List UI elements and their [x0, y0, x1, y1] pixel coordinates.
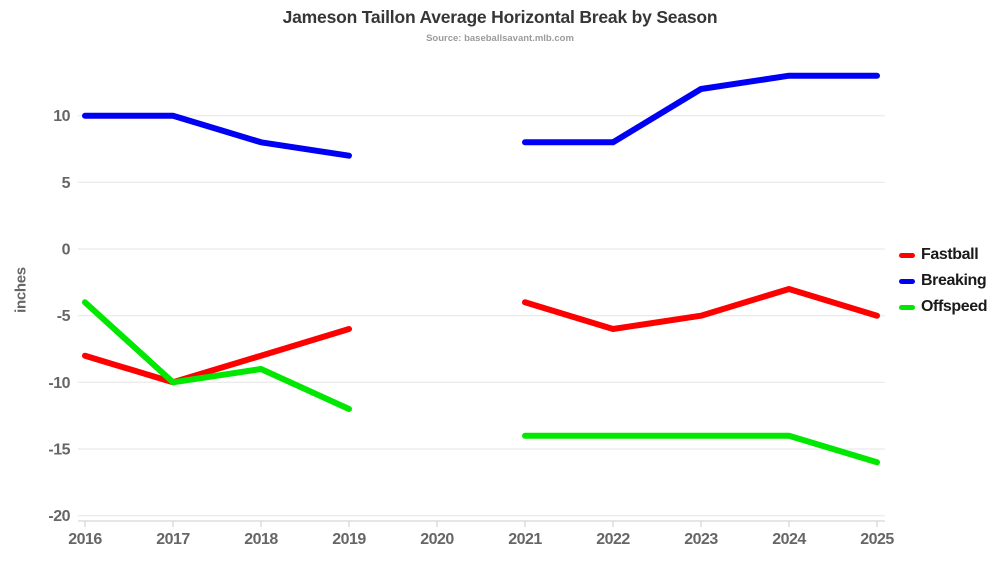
x-tick-label-2016: 2016	[68, 531, 102, 548]
series-line-offspeed-1	[82, 299, 352, 412]
y-tick-label--20: -20	[48, 508, 70, 525]
breaking-swatch-icon	[899, 278, 915, 284]
y-tick-label--5: -5	[57, 308, 71, 325]
y-tick-label--15: -15	[48, 442, 70, 459]
legend-label-breaking: Breaking	[921, 272, 987, 289]
x-tick-label-2017: 2017	[156, 531, 190, 548]
y-tick-label-10: 10	[53, 108, 70, 125]
legend-label-offspeed: Offspeed	[921, 298, 988, 315]
legend: Fastball Breaking Offspeed	[899, 242, 988, 320]
offspeed-swatch-icon	[899, 304, 915, 310]
legend-item-fastball: Fastball	[899, 242, 987, 268]
chart-title: Jameson Taillon Average Horizontal Break…	[282, 7, 718, 27]
x-tick-label-2019: 2019	[332, 531, 366, 548]
legend-item-breaking: Breaking	[899, 268, 987, 294]
series-line-fastball-1	[82, 326, 352, 386]
y-tick-label-5: 5	[62, 175, 71, 192]
x-tick-label-2020: 2020	[420, 531, 454, 548]
series-line-fastball-2	[522, 286, 880, 332]
x-tick-label-2018: 2018	[244, 531, 278, 548]
series-line-breaking-2	[522, 72, 880, 146]
x-tick-label-2023: 2023	[684, 531, 718, 548]
x-tick-label-2022: 2022	[596, 531, 630, 548]
x-tick-label-2021: 2021	[508, 531, 542, 548]
legend-label-fastball: Fastball	[921, 246, 979, 263]
series-line-breaking-1	[82, 112, 352, 159]
x-tick-label-2025: 2025	[860, 531, 894, 548]
legend-item-offspeed: Offspeed	[899, 294, 988, 320]
fastball-swatch-icon	[899, 252, 915, 258]
chart-subtitle: Source: baseballsavant.mlb.com	[426, 33, 574, 44]
series-line-offspeed-2	[522, 432, 880, 466]
x-tick-label-2024: 2024	[772, 531, 806, 548]
y-tick-label-0: 0	[62, 242, 71, 259]
y-tick-label--10: -10	[48, 375, 70, 392]
